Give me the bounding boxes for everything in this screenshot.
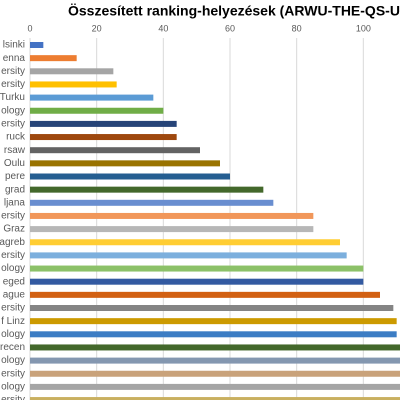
bar [30, 397, 400, 400]
bar [30, 344, 400, 351]
y-tick-label: ology [1, 382, 25, 393]
bar [30, 42, 44, 48]
bar [30, 147, 200, 154]
y-tick-label: f Linz [1, 316, 25, 327]
y-tick-label: grad [5, 184, 25, 195]
y-tick-label: agreb [0, 237, 25, 248]
bar [30, 239, 340, 246]
y-tick-label: ersity [1, 395, 25, 400]
y-tick-label: pere [5, 171, 25, 182]
x-tick-label: 80 [292, 23, 302, 33]
bar [30, 173, 230, 180]
y-tick-label: rsaw [4, 145, 26, 156]
x-tick-label: 60 [225, 23, 235, 33]
y-tick-label: ersity [1, 368, 25, 379]
x-tick-label: 40 [158, 23, 168, 33]
y-tick-label: Turku [0, 92, 25, 103]
bar [30, 383, 400, 390]
y-tick-label: ersity [1, 250, 25, 261]
x-tick-label: 0 [27, 23, 32, 33]
bar [30, 226, 314, 233]
bar [30, 68, 114, 75]
y-tick-label: ology [1, 105, 25, 116]
bar [30, 160, 220, 167]
bar [30, 252, 347, 259]
x-tick-label: 20 [92, 23, 102, 33]
bar [30, 81, 117, 88]
y-tick-label: ology [1, 355, 25, 366]
bar [30, 265, 364, 272]
y-tick-label: ersity [1, 79, 25, 90]
bar [30, 120, 177, 127]
y-tick-label: ersity [1, 119, 25, 130]
bar [30, 291, 380, 298]
y-tick-label: Graz [3, 224, 25, 235]
y-tick-label: ersity [1, 211, 25, 222]
y-tick-label: ersity [1, 66, 25, 77]
bar [30, 199, 274, 206]
x-tick-label: 100 [356, 23, 371, 33]
y-tick-label: ruck [6, 132, 26, 143]
bar [30, 305, 394, 311]
bar [30, 186, 264, 193]
y-tick-label: ljana [4, 197, 26, 208]
bar [30, 278, 364, 285]
bar [30, 94, 154, 101]
y-tick-label: eged [3, 276, 25, 287]
bar [30, 212, 314, 219]
y-tick-label: recen [0, 342, 25, 353]
y-tick-label: Oulu [4, 158, 25, 169]
y-tick-label: ology [1, 263, 25, 274]
bar [30, 134, 177, 141]
y-tick-label: lsinki [3, 40, 25, 51]
y-tick-label: ology [1, 329, 25, 340]
bar [30, 55, 77, 62]
y-tick-label: ersity [1, 303, 25, 314]
bar [30, 331, 397, 338]
y-tick-label: ague [3, 289, 26, 300]
bar [30, 107, 164, 114]
y-tick-label: enna [3, 53, 26, 64]
chart-title: Összesített ranking-helyezések (ARWU-THE… [68, 3, 400, 19]
bar [30, 357, 400, 364]
bar [30, 318, 397, 325]
bar [30, 370, 400, 377]
